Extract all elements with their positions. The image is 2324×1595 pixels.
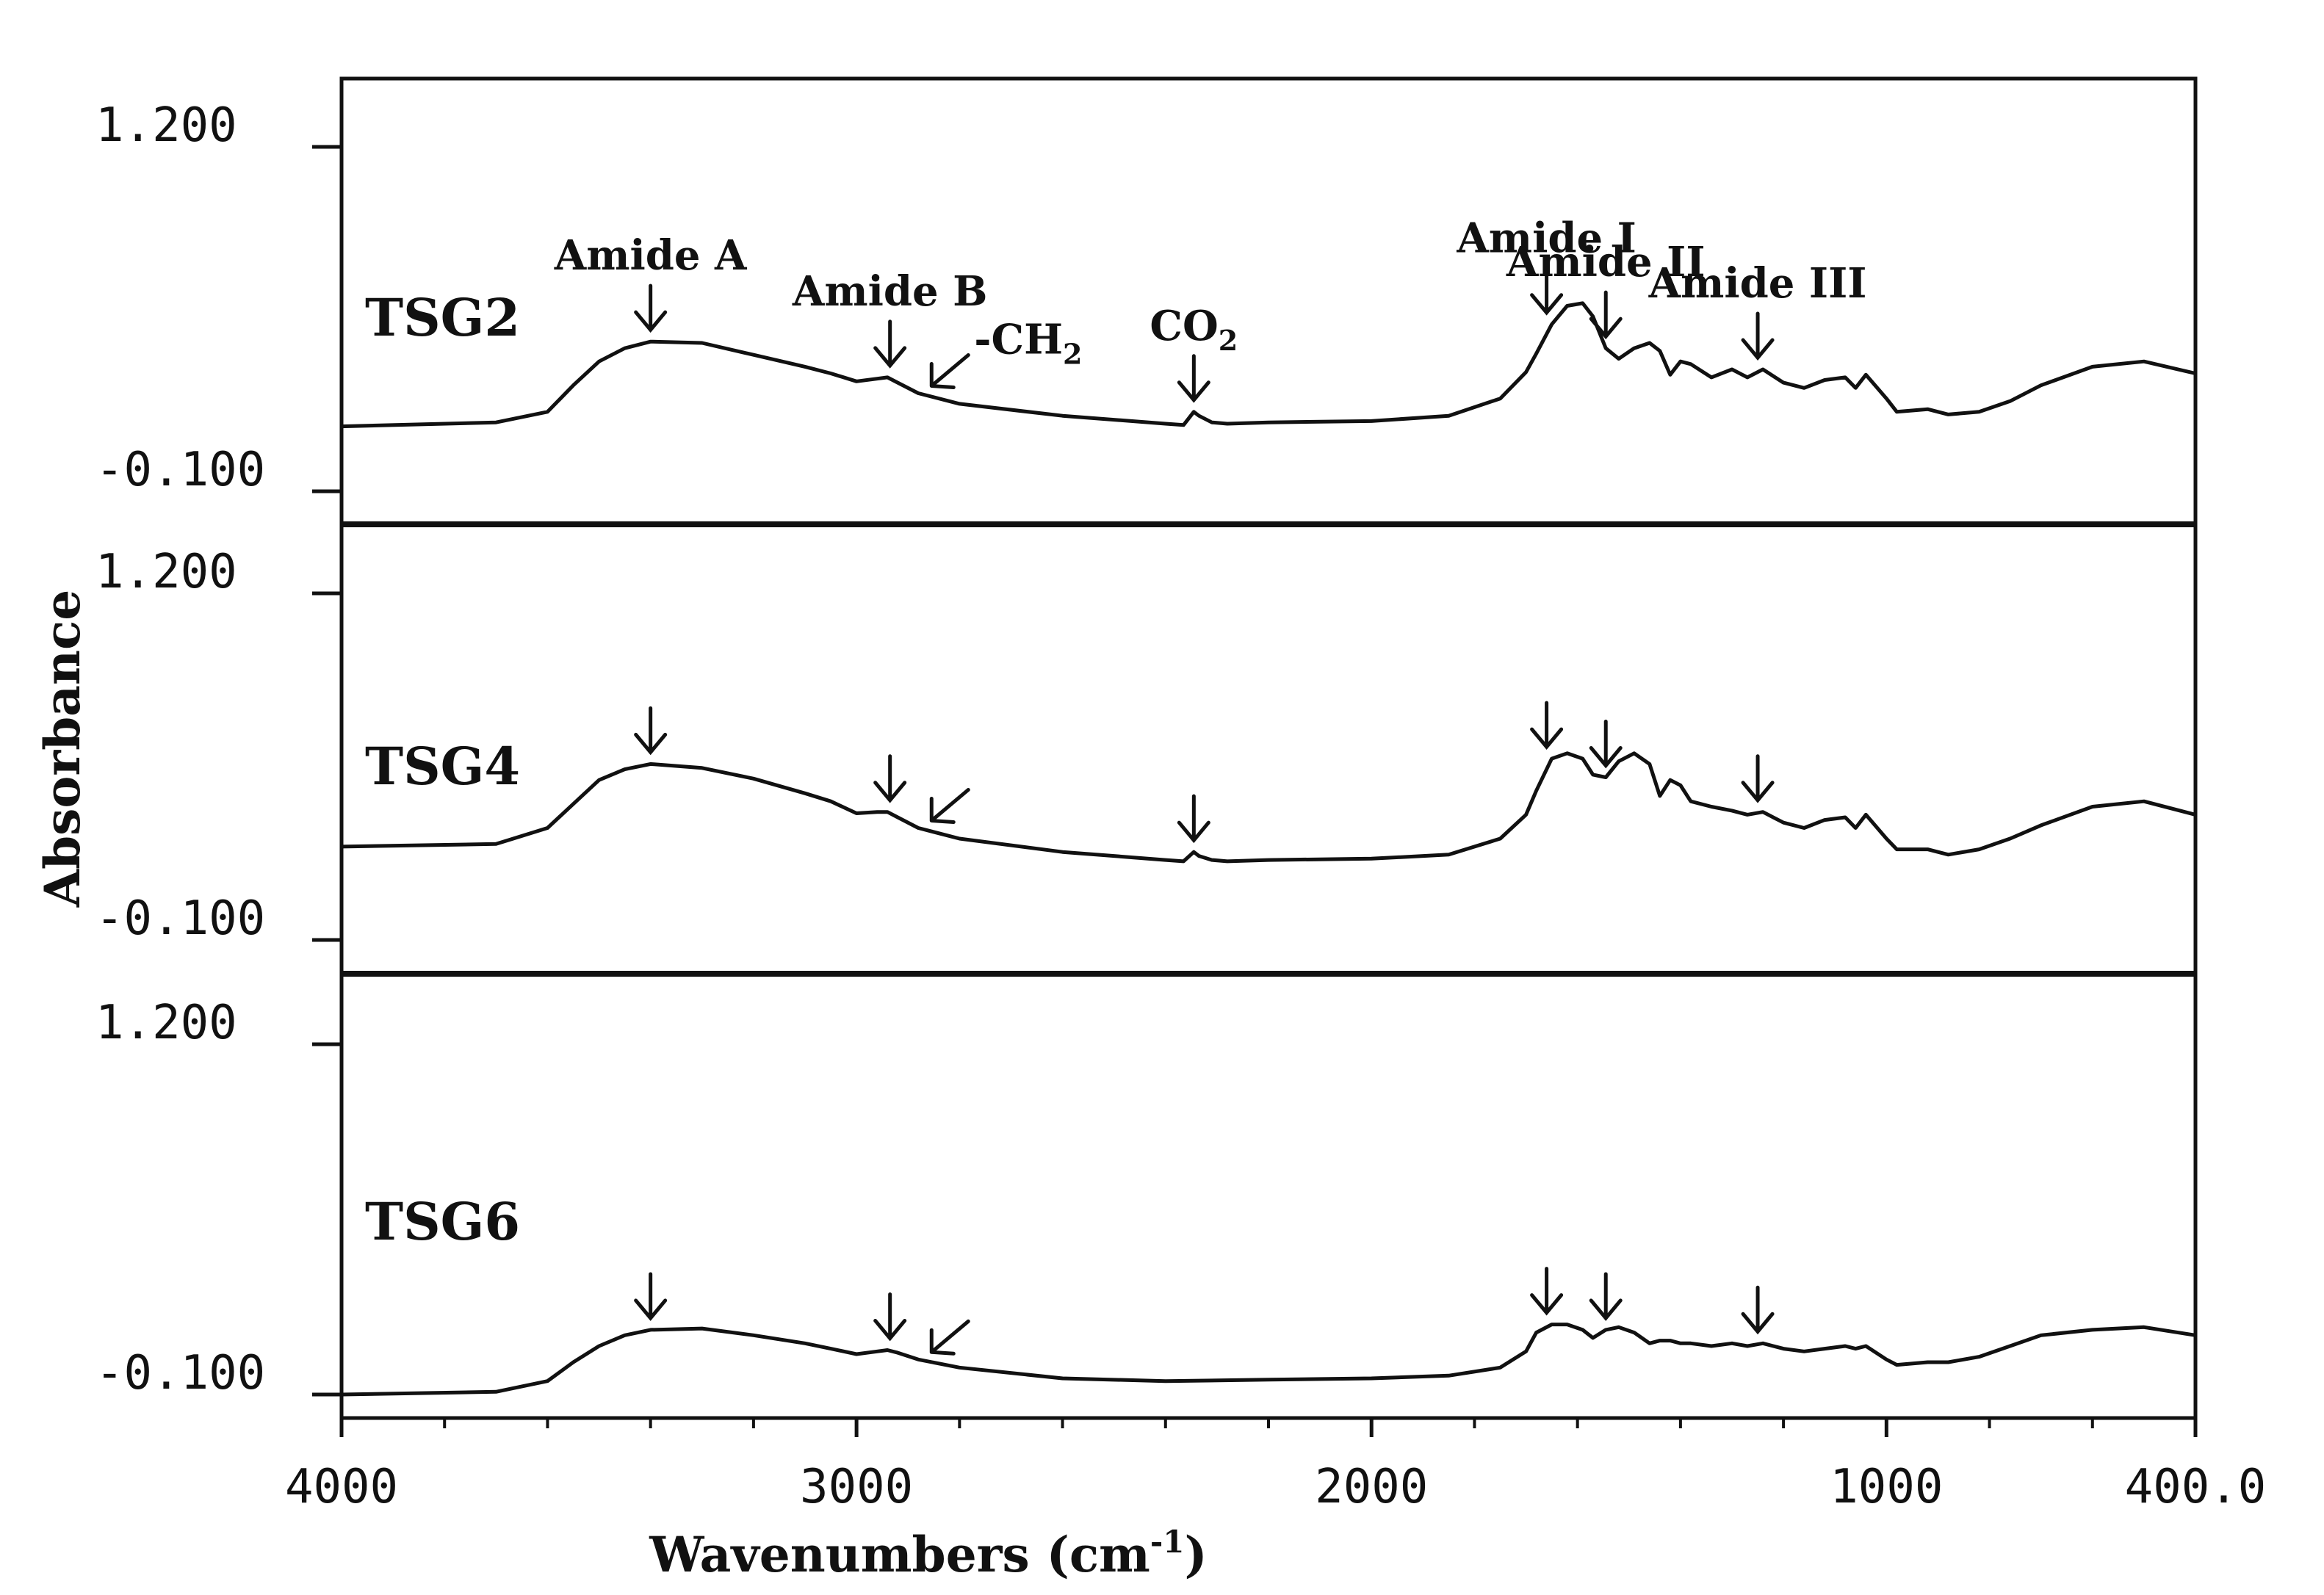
annotation-arrow-p3-17 [929,1319,970,1356]
annotation-arrow-p1-1: Amide A [554,231,748,333]
x-tick-label-2: 3000 [800,1460,913,1514]
spectra-curves [341,301,2196,1397]
annotation-subscript: 2 [1219,324,1238,357]
spectrum-line-tsg2 [341,301,2196,429]
arrow-down-icon [1177,794,1210,844]
y-tick-label-p2-2: -0.100 [95,891,265,946]
arrow-down-icon [1741,1285,1775,1335]
series-labels: TSG2 TSG4 TSG6 [365,287,520,1252]
annotation-arrow-p2-10 [929,788,970,825]
annotation-arrow-p2-9 [873,754,907,803]
arrow-down-icon [1589,1272,1623,1321]
annotation-subscript: 2 [1063,338,1082,371]
arrow-down-icon [873,754,907,803]
x-tick-label-3: 2000 [1315,1460,1428,1514]
y-tick-label-p3-2: -0.100 [95,1346,265,1400]
y-tick-label-p1-1: 1.200 [95,98,237,153]
annotation-label: Amide III [1648,259,1867,308]
annotation-arrow-p2-13 [1589,720,1623,769]
arrow-down-icon [873,319,907,369]
x-axis-title: Wavenumbers (cm-1) [649,1524,1207,1583]
annotation-label: -CH2 [974,316,1082,371]
arrow-down-icon [634,706,668,756]
annotation-arrow-p3-20 [1741,1285,1775,1335]
annotation-arrow-p3-16 [873,1292,907,1342]
panel-dividers [342,521,2195,977]
arrow-diag-icon [929,788,970,825]
y-tick-label-p2-1: 1.200 [95,545,237,599]
arrow-down-icon [634,283,668,333]
y-tick-label-p1-2: -0.100 [95,443,265,497]
arrow-down-icon [1530,1267,1564,1316]
arrow-down-icon [1741,754,1775,803]
annotation-text: Amide B [792,267,988,316]
x-tick-label-5: 400.0 [2125,1460,2267,1514]
arrow-down-icon [1589,290,1623,340]
arrow-down-icon [1741,311,1775,361]
annotation-label: Amide A [554,231,748,280]
annotation-text: Amide II [1506,238,1706,286]
series-label-tsg2: TSG2 [365,287,520,348]
annotation-arrow-p2-12 [1530,701,1564,751]
series-label-tsg4: TSG4 [365,736,520,797]
arrow-down-icon [873,1292,907,1342]
x-tick-label-1: 4000 [285,1460,398,1514]
annotation-text: CO [1150,302,1218,350]
annotation-text: -CH [974,316,1063,364]
arrow-down-icon [1589,720,1623,769]
annotation-arrow-p3-15 [634,1272,668,1321]
x-axis-title-superscript: -1 [1150,1524,1185,1560]
spectrum-line-tsg4 [341,751,2196,864]
x-axis-title-base: Wavenumbers (cm [649,1526,1150,1583]
annotation-label: CO2 [1150,302,1238,357]
annotation-label: Amide B [792,267,988,316]
annotation-arrow-p1-5: Amide I [1456,214,1636,316]
annotation-label: Amide I [1456,214,1636,263]
x-axis: 4000 3000 2000 1000 400.0 [285,1418,2266,1514]
y-tick-label-p3-1: 1.200 [95,996,237,1050]
annotation-arrow-p1-4: CO2 [1150,302,1238,403]
arrow-down-icon [1177,354,1210,403]
x-axis-title-close: ) [1185,1526,1208,1583]
arrow-down-icon [1530,267,1564,316]
annotation-arrow-p2-11 [1177,794,1210,844]
series-label-tsg6: TSG6 [365,1191,520,1252]
arrow-diag-icon [929,353,970,390]
annotation-arrow-p1-7: Amide III [1648,259,1867,361]
annotation-arrow-p1-2: Amide B [792,267,988,369]
annotation-arrow-p1-6: Amide II [1506,238,1706,340]
annotation-arrow-p3-18 [1530,1267,1564,1316]
arrow-down-icon [634,1272,668,1321]
y-axes: 1.200 -0.100 1.200 -0.100 1.200 -0.100 [95,98,342,1400]
y-axis-title: Absorbance [34,590,91,908]
x-tick-label-4: 1000 [1830,1460,1943,1514]
annotation-arrow-p1-3: -CH2 [929,316,1082,390]
annotation-text: Amide I [1456,214,1636,263]
annotation-text: Amide III [1648,259,1867,308]
spectrum-line-tsg6 [341,1323,2196,1397]
annotation-label: Amide II [1506,238,1706,286]
annotation-arrow-p2-8 [634,706,668,756]
annotation-arrow-p2-14 [1741,754,1775,803]
arrow-down-icon [1530,701,1564,751]
annotation-arrow-p3-19 [1589,1272,1623,1321]
arrow-diag-icon [929,1319,970,1356]
annotation-text: Amide A [554,231,748,280]
